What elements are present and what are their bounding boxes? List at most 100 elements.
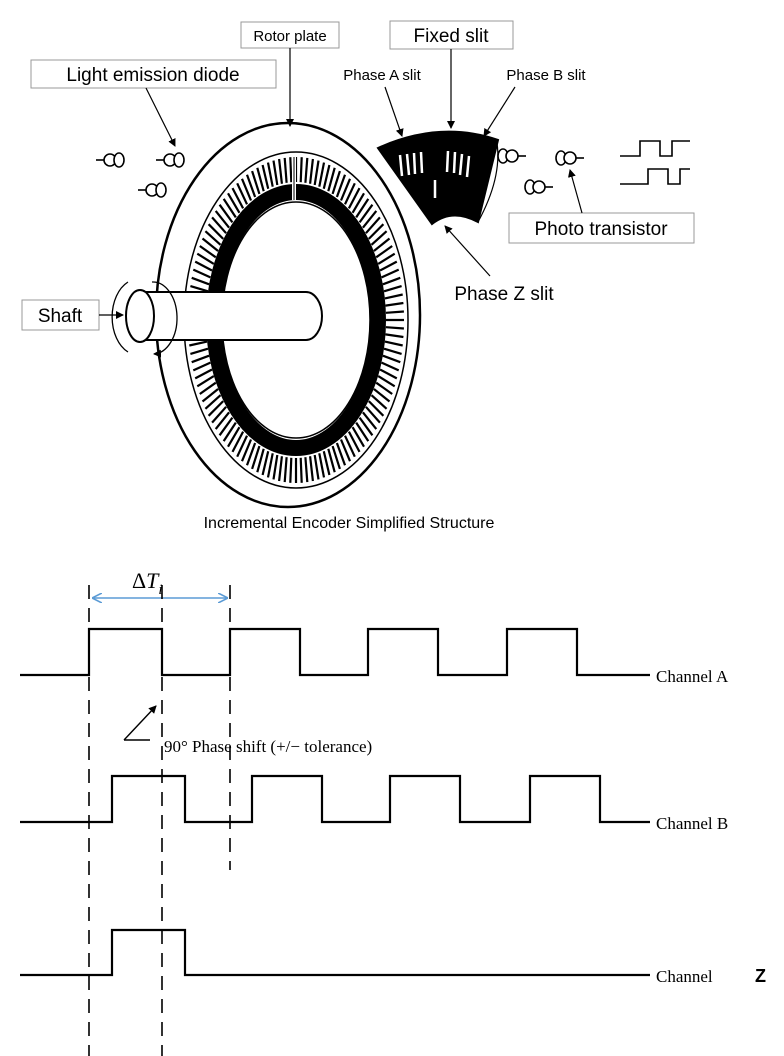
photo-transistor-1: [497, 148, 526, 164]
rotor-slit: [218, 416, 234, 436]
rotor-slit: [313, 160, 320, 186]
rotor-slit: [194, 368, 213, 380]
rotor-slit: [214, 210, 230, 229]
rotor-slit: [190, 347, 209, 355]
structure-caption: Incremental Encoder Simplified Structure: [204, 515, 495, 532]
shaft: [111, 281, 323, 358]
rotor-slit: [199, 381, 217, 395]
rotor-slit: [211, 216, 227, 234]
rotor-slit: [222, 421, 237, 442]
rotor-slit: [245, 442, 257, 466]
rotor-slit: [192, 268, 211, 279]
rotor-slit: [261, 450, 270, 476]
rotor-slit: [381, 268, 400, 279]
rotor-slit: [385, 326, 404, 330]
rotor-slit: [196, 252, 215, 265]
rotor-slit: [189, 340, 208, 347]
rotor-slit: [201, 388, 219, 403]
rotor-slit: [309, 456, 314, 482]
rotor-slit: [384, 293, 403, 300]
rotor-slit: [192, 361, 211, 372]
delta-t-marker: ΔTi: [93, 568, 227, 598]
rotor-slit: [377, 375, 396, 388]
rotor-slit: [379, 368, 398, 380]
rotor-slit: [251, 170, 261, 195]
rotor-slit: [201, 237, 219, 252]
rotor-slit: [283, 157, 288, 183]
output-waveforms: [620, 140, 690, 185]
rotor-slit: [190, 285, 209, 293]
channel-z-label: Channel Z: [656, 966, 766, 986]
photo-transistor-2: [555, 150, 584, 166]
rotor-slit: [327, 167, 336, 192]
rotor-plate-label: Rotor plate: [253, 28, 326, 45]
rotor-slit: [196, 375, 215, 388]
rotor-slit: [278, 158, 283, 184]
phase-b-callout: Phase B slit: [483, 67, 586, 137]
rotor-slit: [370, 230, 388, 246]
rotor-slit: [375, 245, 393, 259]
rotor-slit: [383, 347, 402, 355]
rotor-slit: [251, 445, 261, 470]
delta-variable: T: [146, 568, 160, 593]
rotor-slit: [289, 457, 293, 483]
rotor-slit: [347, 431, 361, 453]
phase-shift-annotation: 90° Phase shift (+/− tolerance): [123, 705, 372, 756]
rotor-slit: [355, 421, 370, 442]
rotor-slit: [191, 276, 210, 286]
phase-a-slit-label: Phase A slit: [343, 67, 421, 84]
rotor-slit: [214, 411, 230, 430]
rotor-plate-callout: Rotor plate: [240, 21, 340, 127]
phase-z-slit-label: Phase Z slit: [454, 284, 554, 305]
fixed-slit-plate: [376, 130, 500, 226]
rotor-slit: [283, 457, 288, 483]
rotor-slit-ring: [188, 157, 404, 483]
rotor-slit: [218, 204, 234, 224]
channel-z-waveform: [20, 928, 650, 977]
rotor-slit: [365, 216, 381, 234]
channel-z-word: Channel: [656, 967, 713, 986]
fixed-slit-label: Fixed slit: [414, 26, 490, 47]
rotor-slit: [362, 210, 378, 229]
rotor-slit: [322, 450, 331, 476]
rotor-slit: [358, 204, 374, 224]
rotor-slit: [379, 260, 398, 272]
rotor-slit: [191, 354, 210, 364]
rotor-slit: [385, 310, 404, 314]
rotor-slit: [309, 158, 314, 184]
rotor-slit: [266, 162, 274, 187]
rotor-slit: [385, 301, 404, 307]
rotor-slit: [351, 192, 365, 214]
phase-b-slit-label: Phase B slit: [506, 67, 586, 84]
rotor-slit: [382, 276, 401, 286]
rotor-slit: [355, 198, 370, 219]
rotor-slit: [207, 400, 224, 417]
rotor-slit: [347, 187, 361, 209]
rotor-slit: [375, 381, 393, 395]
rotor-slit: [245, 174, 257, 198]
rotor-slit: [299, 457, 303, 483]
rotor-slit: [344, 182, 356, 205]
rotor-slit: [368, 223, 385, 240]
rotor-slit: [194, 260, 213, 272]
delta-subscript: i: [158, 582, 162, 598]
rotor-slit: [318, 453, 326, 478]
phase-shift-note: 90° Phase shift (+/− tolerance): [164, 737, 372, 756]
photo-transistor-callout: Photo transistor: [508, 169, 695, 244]
delta-t-label: ΔTi: [132, 568, 163, 598]
rotor-slit: [261, 164, 270, 190]
photo-transistor-3: [524, 179, 553, 195]
rotor-slit: [304, 157, 309, 183]
rotor-slit: [327, 448, 336, 473]
rotor-slit: [377, 252, 396, 265]
rotor-slit: [256, 167, 265, 192]
rotor-slit: [222, 198, 237, 219]
channel-b-waveform: [20, 774, 650, 824]
led-3: [138, 182, 167, 198]
output-wave-a: [620, 140, 690, 157]
rotor-slit: [368, 400, 385, 417]
rotor-slit: [384, 340, 403, 347]
channel-a-label: Channel A: [656, 667, 729, 686]
rotor-slit: [335, 174, 347, 198]
rotor-slit: [335, 442, 347, 466]
